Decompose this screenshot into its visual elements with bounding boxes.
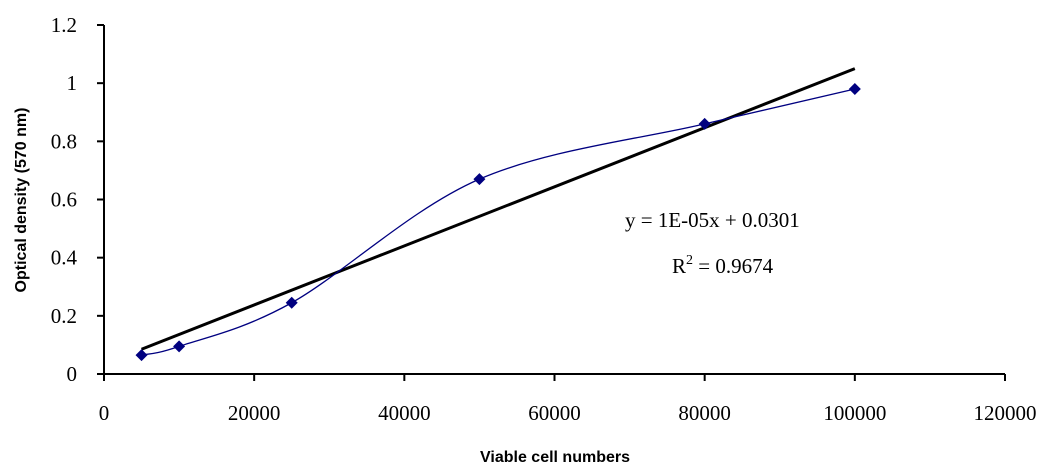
y-tick-label: 0.8 [51, 129, 77, 153]
y-tick-label: 0.6 [51, 188, 77, 212]
marker [135, 349, 148, 362]
y-tick-label: 0.2 [51, 304, 77, 328]
marker [698, 117, 711, 130]
series-line [141, 88, 855, 356]
marker [473, 173, 486, 186]
marker [285, 296, 298, 309]
y-axis-title: Optical density (570 nm) [13, 108, 30, 293]
x-tick-label: 60000 [528, 401, 581, 425]
x-tick-label: 80000 [678, 401, 731, 425]
trend-equation: y = 1E-05x + 0.0301 [625, 208, 800, 232]
y-tick-label: 0.4 [51, 246, 78, 270]
x-tick-label: 40000 [378, 401, 431, 425]
x-tick-label: 120000 [974, 401, 1037, 425]
marker [173, 340, 186, 353]
x-tick-label: 100000 [823, 401, 886, 425]
trendline [140, 67, 856, 351]
r-exponent: 2 [686, 253, 693, 268]
y-tick-label: 1.2 [51, 13, 77, 37]
r-value: = 0.9674 [693, 254, 774, 278]
y-tick-label: 1 [67, 71, 78, 95]
x-tick-label: 20000 [228, 401, 281, 425]
r-squared: R2 = 0.9674 [672, 253, 774, 278]
r-symbol: R [672, 254, 686, 278]
x-tick-label: 0 [99, 401, 110, 425]
x-axis-title: Viable cell numbers [480, 449, 630, 466]
y-tick-label: 0 [67, 362, 78, 386]
marker [848, 82, 861, 95]
